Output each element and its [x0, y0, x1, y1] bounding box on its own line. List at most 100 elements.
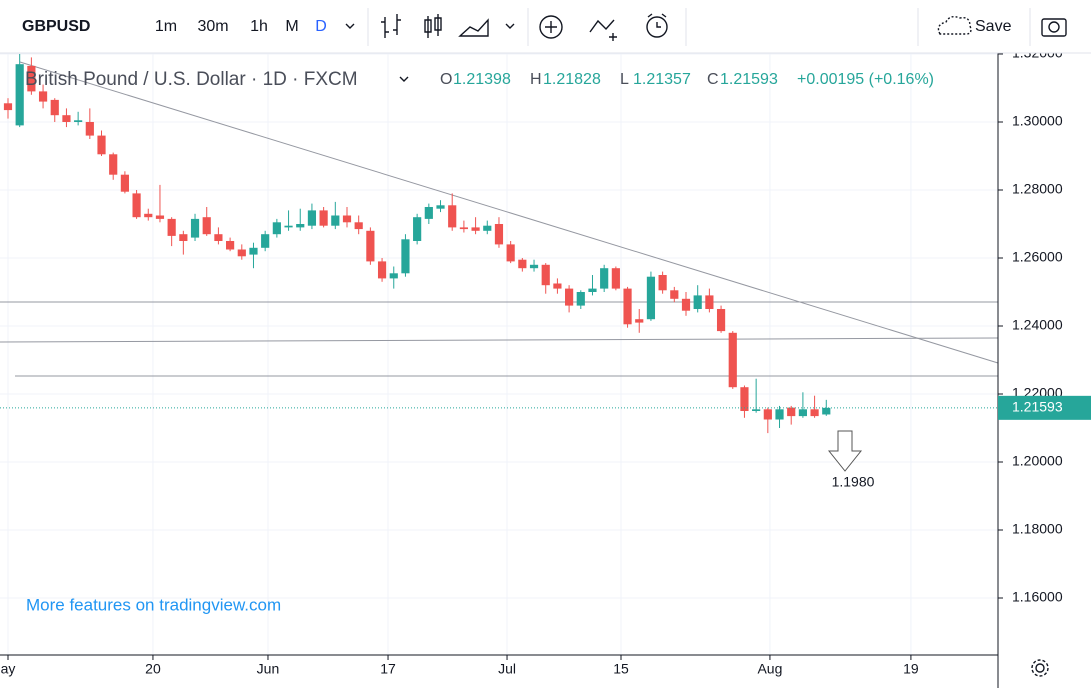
candle-body — [705, 295, 714, 309]
interval-button[interactable]: 1h — [250, 18, 268, 35]
candle-body — [261, 234, 270, 248]
candle-body — [226, 240, 235, 250]
y-tick-label: 1.30000 — [1012, 113, 1063, 129]
candle-body — [646, 276, 656, 320]
interval-button[interactable]: M — [285, 18, 298, 35]
interval-dropdown[interactable] — [345, 23, 355, 29]
candle-body — [681, 298, 691, 311]
candle-body — [296, 223, 305, 228]
interval-button[interactable]: 30m — [197, 18, 228, 35]
cloud-icon[interactable] — [937, 15, 972, 35]
candle-body — [635, 319, 644, 323]
y-tick-label: 1.20000 — [1012, 453, 1063, 469]
settings-icon[interactable] — [1031, 659, 1049, 677]
last-price-tag — [998, 395, 1091, 420]
candle-body — [97, 135, 106, 155]
candle-body — [494, 223, 504, 245]
title-dropdown[interactable] — [399, 76, 409, 82]
candle-body — [272, 222, 281, 235]
candle-body — [483, 225, 492, 231]
bars-icon[interactable] — [381, 14, 401, 38]
candle-body — [155, 215, 165, 219]
legend-key: H — [530, 71, 542, 88]
x-tick-label: Aug — [757, 661, 782, 677]
candle-body — [658, 274, 667, 291]
candle-body — [553, 283, 562, 289]
candle-body — [506, 244, 515, 262]
chart-type-dropdown[interactable] — [505, 23, 515, 29]
candle-body — [85, 121, 94, 136]
x-tick-label: 19 — [903, 661, 919, 677]
candle-body — [787, 407, 796, 417]
candle-body — [529, 264, 539, 269]
candle-body — [424, 206, 433, 219]
y-tick-label: 1.16000 — [1012, 589, 1063, 605]
candle-body — [109, 154, 118, 175]
y-tick-label: 1.24000 — [1012, 317, 1063, 333]
x-tick-label: 15 — [613, 661, 629, 677]
candle-body — [611, 268, 620, 289]
candle-body — [798, 409, 807, 417]
promo-link[interactable]: More features on tradingview.com — [26, 595, 281, 614]
legend-key: L — [620, 71, 629, 88]
candle-body — [179, 234, 188, 241]
candle-body — [810, 409, 819, 417]
candle-body — [132, 193, 141, 218]
candle-body — [354, 222, 363, 230]
candle-body — [62, 115, 71, 122]
legend-key: O — [440, 71, 452, 88]
candle-body — [600, 268, 609, 289]
area-icon[interactable] — [458, 18, 489, 37]
candle-body — [120, 174, 129, 192]
candle-body — [284, 225, 293, 228]
compare-icon[interactable] — [589, 19, 617, 41]
candles — [0, 53, 998, 434]
candles-icon[interactable] — [424, 14, 442, 38]
legend-change: +0.00195 (+0.16%) — [797, 71, 934, 88]
candle-body — [389, 273, 398, 279]
indicators-icon[interactable] — [539, 15, 563, 39]
snapshot-icon[interactable] — [1041, 18, 1067, 37]
candle-body — [307, 210, 317, 226]
candle-body — [588, 288, 597, 292]
candle-body — [190, 218, 200, 238]
candle-body — [752, 409, 761, 412]
candle-body — [413, 217, 422, 241]
x-tick-label: ay — [1, 661, 16, 677]
candle-body — [822, 407, 831, 415]
candle-body — [144, 213, 153, 218]
candle-body — [15, 64, 24, 126]
horizontal-line[interactable] — [0, 337, 999, 343]
candle-body — [377, 261, 387, 279]
symbol[interactable]: GBPUSD — [22, 18, 90, 35]
down-arrow[interactable] — [827, 430, 863, 472]
candle-body — [728, 332, 737, 388]
legend-value: 1.21593 — [720, 71, 778, 88]
candle-body — [623, 288, 632, 325]
x-tick-label: 20 — [145, 661, 161, 677]
chart-title: British Pound / U.S. Dollar · 1D · FXCM — [25, 69, 358, 90]
candle-body — [342, 215, 352, 223]
candle-body — [541, 264, 550, 286]
candle-body — [319, 210, 328, 226]
legend-value: 1.21828 — [543, 71, 601, 88]
grid — [0, 53, 998, 655]
candle-body — [565, 288, 574, 306]
candle-body — [249, 247, 258, 255]
alert-icon[interactable] — [646, 13, 668, 38]
candle-body — [471, 227, 480, 231]
candle-body — [775, 409, 784, 420]
save-button[interactable]: Save — [975, 18, 1012, 35]
annotation: 1.1980 — [832, 474, 875, 490]
intervals: 1m 30m 1h M D — [155, 18, 327, 35]
interval-button[interactable]: D — [315, 18, 327, 35]
candle-body — [366, 230, 375, 262]
interval-button[interactable]: 1m — [155, 18, 177, 35]
candle-body — [74, 120, 83, 122]
y-tick-label: 1.28000 — [1012, 181, 1063, 197]
x-tick-label: Jul — [498, 661, 516, 677]
candle-body — [3, 103, 13, 111]
trend-line[interactable] — [19, 61, 999, 364]
